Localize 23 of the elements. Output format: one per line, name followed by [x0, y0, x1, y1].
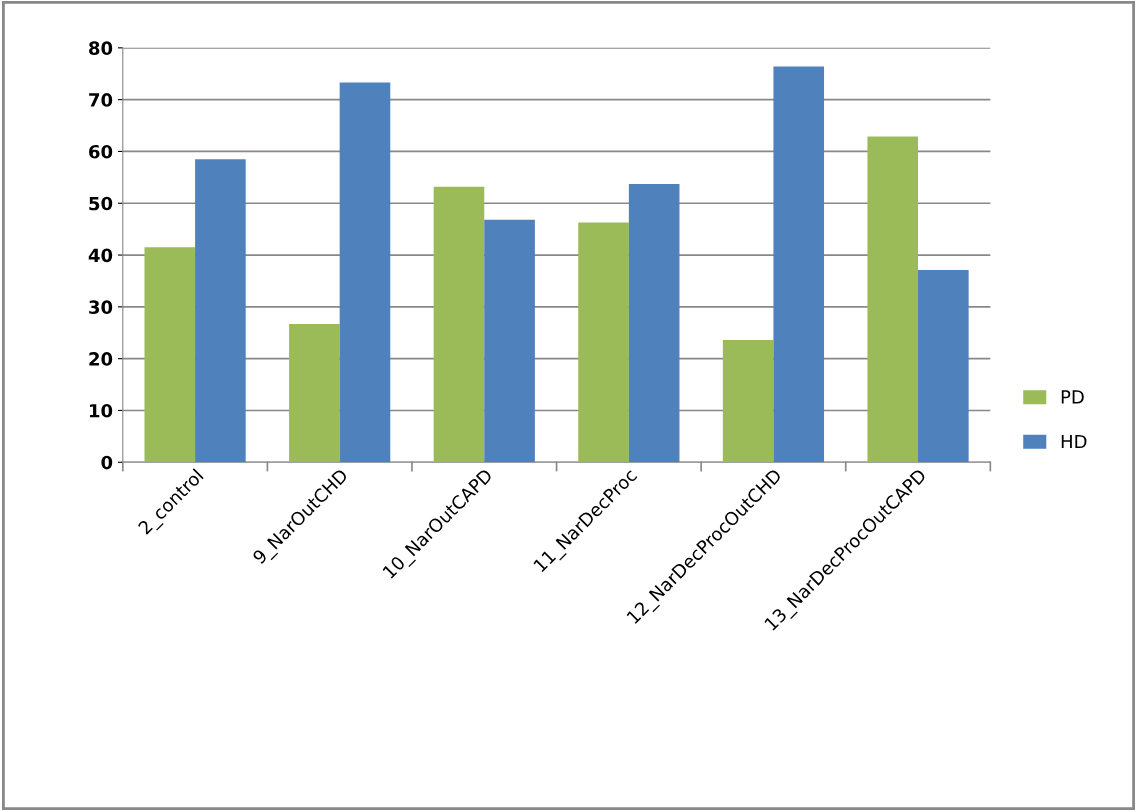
- legend-label: PD: [1061, 390, 1084, 404]
- y-tick-label: 60: [89, 144, 113, 159]
- bar: [628, 184, 680, 463]
- bar: [484, 219, 535, 463]
- y-tick-label: 80: [89, 41, 113, 55]
- y-tick-label: 40: [88, 248, 113, 263]
- bar: [433, 186, 485, 463]
- y-tick-label: 20: [89, 352, 113, 366]
- y-tick-label: 10: [89, 403, 113, 418]
- bar: [578, 222, 629, 463]
- bar: [195, 159, 246, 463]
- y-tick-label: 0: [101, 455, 113, 470]
- bar: [339, 82, 391, 463]
- legend-label: HD: [1061, 434, 1087, 449]
- y-tick-label: 30: [89, 300, 113, 314]
- bar: [918, 270, 969, 463]
- bar: [773, 66, 825, 463]
- bar: [722, 340, 774, 463]
- y-tick-label: 50: [89, 196, 113, 211]
- bar: [289, 323, 340, 463]
- bar: [144, 247, 196, 463]
- bar: [867, 136, 919, 463]
- y-tick-label: 70: [89, 93, 113, 107]
